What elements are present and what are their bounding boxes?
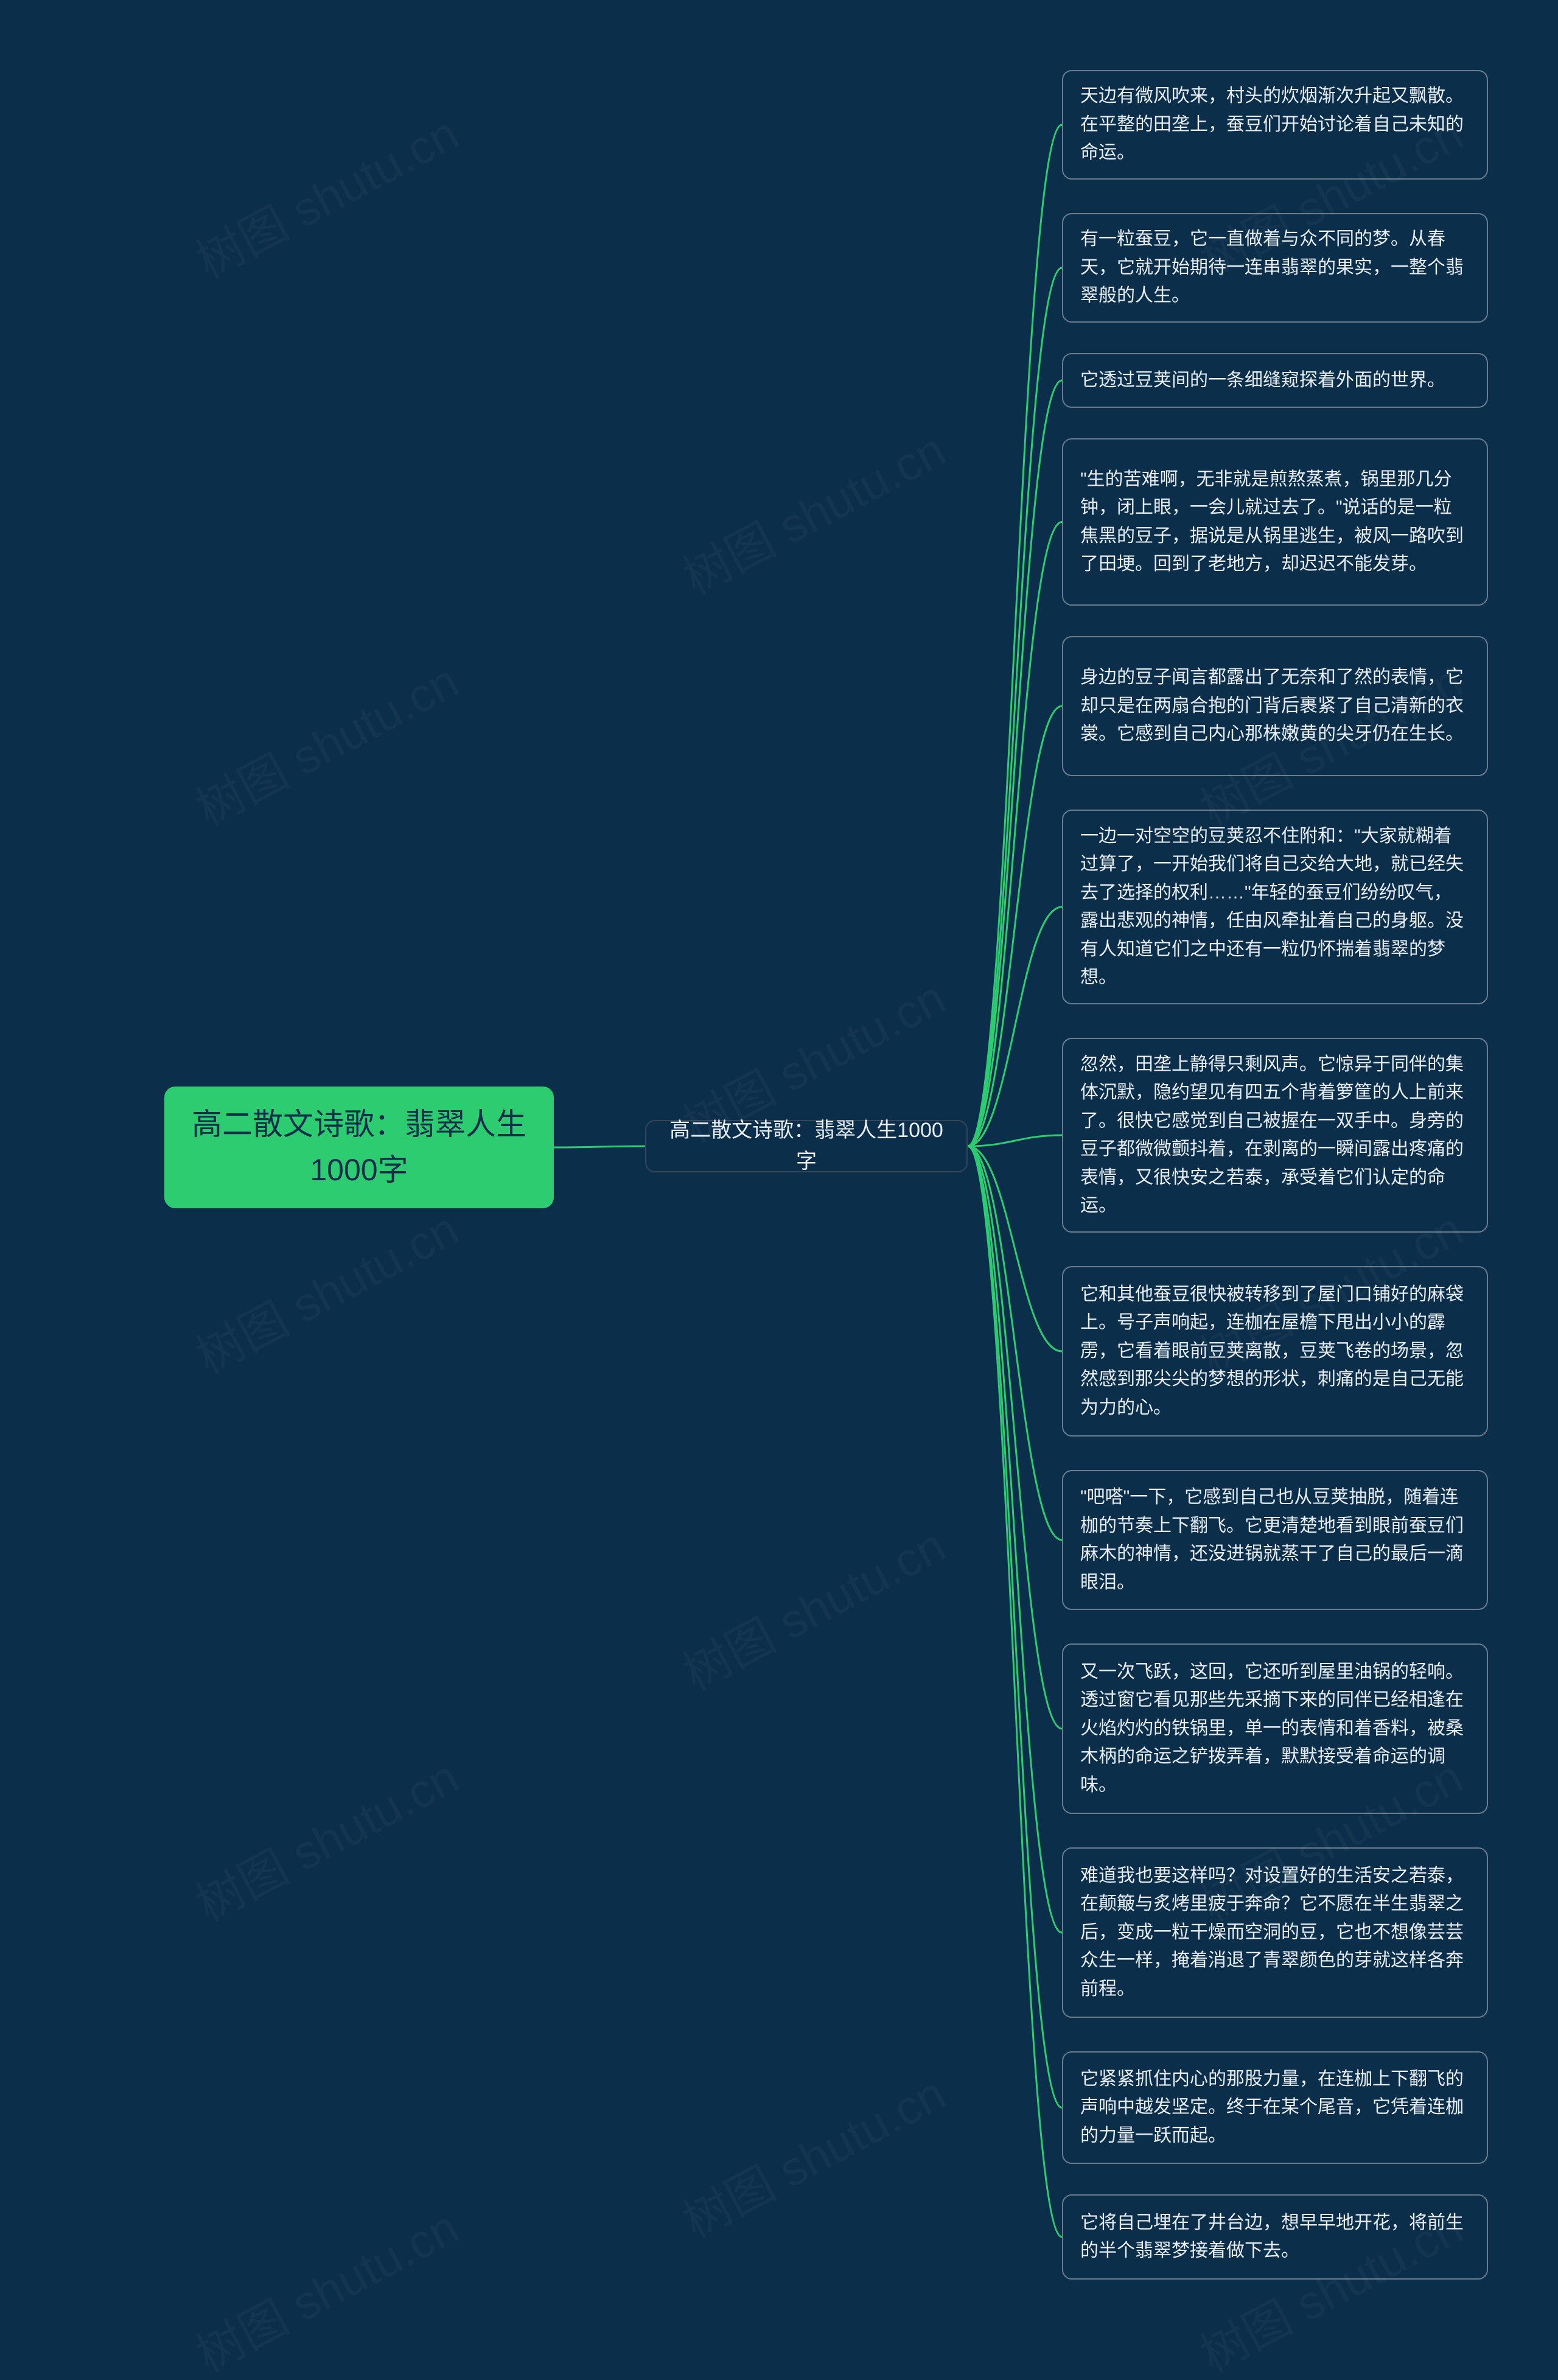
leaf-node[interactable]: 难道我也要这样吗？对设置好的生活安之若泰，在颠簸与炙烤里疲于奔命？它不愿在半生翡… — [1062, 1847, 1488, 2018]
leaf-node[interactable]: 它将自己埋在了井台边，想早早地开花，将前生的半个翡翠梦接着做下去。 — [1062, 2194, 1488, 2280]
leaf-node-label: 忽然，田垄上静得只剩风声。它惊异于同伴的集体沉默，隐约望见有四五个背着箩筐的人上… — [1080, 1051, 1470, 1220]
leaf-node-label: "生的苦难啊，无非就是煎熬蒸煮，锅里那几分钟，闭上眼，一会儿就过去了。"说话的是… — [1080, 466, 1470, 579]
leaf-node-label: 它透过豆荚间的一条细缝窥探着外面的世界。 — [1080, 366, 1445, 395]
leaf-node-label: "吧嗒"一下，它感到自己也从豆荚抽脱，随着连枷的节奏上下翻飞。它更清楚地看到眼前… — [1080, 1483, 1470, 1597]
leaf-node[interactable]: "吧嗒"一下，它感到自己也从豆荚抽脱，随着连枷的节奏上下翻飞。它更清楚地看到眼前… — [1062, 1470, 1488, 1610]
leaf-node[interactable]: 有一粒蚕豆，它一直做着与众不同的梦。从春天，它就开始期待一连串翡翠的果实，一整个… — [1062, 213, 1488, 323]
root-node[interactable]: 高二散文诗歌：翡翠人生1000字 — [164, 1087, 554, 1208]
leaf-node[interactable]: 它紧紧抓住内心的那股力量，在连枷上下翻飞的声响中越发坚定。终于在某个尾音，它凭着… — [1062, 2051, 1488, 2164]
leaf-node-label: 它和其他蚕豆很快被转移到了屋门口铺好的麻袋上。号子声响起，连枷在屋檐下甩出小小的… — [1080, 1281, 1470, 1423]
leaf-node[interactable]: 天边有微风吹来，村头的炊烟渐次升起又飘散。在平整的田垄上，蚕豆们开始讨论着自己未… — [1062, 70, 1488, 180]
leaf-node-label: 它紧紧抓住内心的那股力量，在连枷上下翻飞的声响中越发坚定。终于在某个尾音，它凭着… — [1080, 2065, 1470, 2151]
leaf-node-label: 有一粒蚕豆，它一直做着与众不同的梦。从春天，它就开始期待一连串翡翠的果实，一整个… — [1080, 225, 1470, 310]
leaf-node-label: 一边一对空空的豆荚忍不住附和："大家就糊着过算了，一开始我们将自己交给大地，就已… — [1080, 822, 1470, 992]
leaf-node-label: 天边有微风吹来，村头的炊烟渐次升起又飘散。在平整的田垄上，蚕豆们开始讨论着自己未… — [1080, 82, 1470, 167]
leaf-node[interactable]: "生的苦难啊，无非就是煎熬蒸煮，锅里那几分钟，闭上眼，一会儿就过去了。"说话的是… — [1062, 438, 1488, 606]
leaf-node[interactable]: 忽然，田垄上静得只剩风声。它惊异于同伴的集体沉默，隐约望见有四五个背着箩筐的人上… — [1062, 1038, 1488, 1233]
mid-node-label: 高二散文诗歌：翡翠人生1000字 — [665, 1115, 948, 1177]
leaf-node[interactable]: 又一次飞跃，这回，它还听到屋里油锅的轻响。透过窗它看见那些先采摘下来的同伴已经相… — [1062, 1643, 1488, 1814]
leaf-node-label: 又一次飞跃，这回，它还听到屋里油锅的轻响。透过窗它看见那些先采摘下来的同伴已经相… — [1080, 1658, 1470, 1800]
leaf-node-label: 身边的豆子闻言都露出了无奈和了然的表情，它却只是在两扇合抱的门背后裹紧了自己清新… — [1080, 663, 1470, 749]
leaf-node-label: 难道我也要这样吗？对设置好的生活安之若泰，在颠簸与炙烤里疲于奔命？它不愿在半生翡… — [1080, 1862, 1470, 2004]
leaf-node[interactable]: 它透过豆荚间的一条细缝窥探着外面的世界。 — [1062, 353, 1488, 408]
root-node-label: 高二散文诗歌：翡翠人生1000字 — [183, 1102, 536, 1193]
leaf-node[interactable]: 身边的豆子闻言都露出了无奈和了然的表情，它却只是在两扇合抱的门背后裹紧了自己清新… — [1062, 636, 1488, 776]
leaf-node[interactable]: 它和其他蚕豆很快被转移到了屋门口铺好的麻袋上。号子声响起，连枷在屋檐下甩出小小的… — [1062, 1266, 1488, 1437]
leaf-node[interactable]: 一边一对空空的豆荚忍不住附和："大家就糊着过算了，一开始我们将自己交给大地，就已… — [1062, 810, 1488, 1004]
leaf-node-label: 它将自己埋在了井台边，想早早地开花，将前生的半个翡翠梦接着做下去。 — [1080, 2209, 1470, 2266]
mid-node[interactable]: 高二散文诗歌：翡翠人生1000字 — [645, 1120, 968, 1172]
